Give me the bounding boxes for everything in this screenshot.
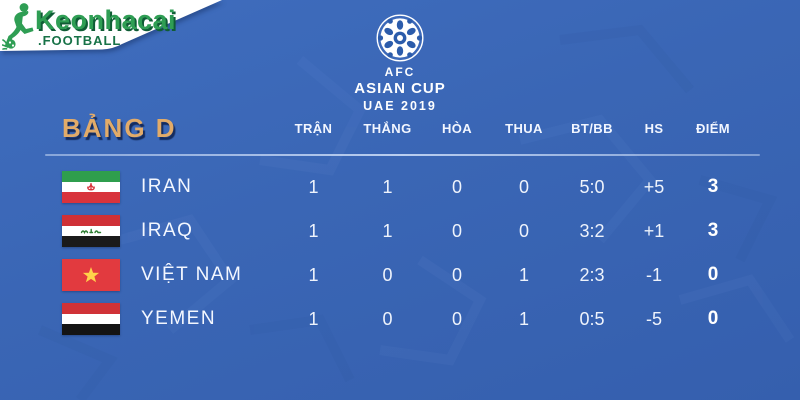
vietnam-flag-icon: [62, 259, 120, 291]
cell-diff: +1: [643, 220, 665, 241]
brand-name: Keonhacai: [35, 5, 177, 35]
cell-points: 3: [707, 176, 719, 197]
cell-diff: -5: [645, 308, 662, 329]
cell-goals: 3:2: [579, 220, 605, 241]
brand-banner: Keonhacai .FOOTBALL: [0, 0, 240, 60]
team-cell: VIỆT NAM: [45, 259, 275, 291]
cell-played: 1: [308, 264, 319, 285]
team-cell: YEMEN: [45, 303, 275, 335]
team-cell: IRAQ: [45, 215, 275, 247]
iraq-flag-icon: [62, 215, 120, 247]
table-row-yemen: YEMEN 1 0 0 1 0:5 -5 0: [45, 297, 760, 341]
tournament-name: ASIAN CUP: [354, 80, 446, 97]
cell-lost: 0: [518, 220, 529, 241]
header-played: TRẬN: [294, 121, 333, 136]
header-won: THẮNG: [363, 121, 412, 136]
cell-goals: 2:3: [579, 264, 605, 285]
header-diff: HS: [644, 121, 664, 136]
header-points: ĐIỂM: [695, 121, 731, 136]
cell-won: 0: [382, 308, 393, 329]
cell-diff: +5: [643, 176, 665, 197]
cell-points: 0: [707, 264, 719, 285]
header-lost: THUA: [505, 121, 543, 136]
team-name: VIỆT NAM: [141, 264, 243, 285]
cell-goals: 5:0: [579, 176, 605, 197]
cell-played: 1: [308, 220, 319, 241]
tournament-org: AFC: [384, 65, 416, 79]
banner-shape: [0, 0, 222, 51]
yemen-flag-icon: [62, 303, 120, 335]
table-body: IRAN 1 1 0 0 5:0 +5 3: [45, 165, 760, 341]
header-separator: [45, 154, 760, 156]
cell-diff: -1: [645, 264, 662, 285]
team-cell: IRAN: [45, 171, 275, 203]
cell-points: 0: [707, 308, 719, 329]
cell-played: 1: [308, 308, 319, 329]
cell-lost: 1: [518, 264, 529, 285]
cell-won: 1: [382, 176, 393, 197]
iran-flag-icon: [62, 171, 120, 203]
cell-drawn: 0: [451, 308, 462, 329]
cell-goals: 0:5: [579, 308, 605, 329]
cell-lost: 0: [518, 176, 529, 197]
brand-suffix: .FOOTBALL: [38, 33, 122, 48]
football-icon: [376, 14, 424, 62]
group-title: BẢNG D: [62, 113, 177, 143]
tournament-edition: UAE 2019: [363, 99, 437, 113]
cell-played: 1: [308, 176, 319, 197]
tournament-logo: AFC ASIAN CUP UAE 2019: [330, 14, 470, 113]
cell-won: 1: [382, 220, 393, 241]
team-name: YEMEN: [141, 308, 217, 329]
table-header-row: BẢNG D TRẬN THẮNG HÒA THUA BT/BB HS ĐIỂM: [45, 105, 760, 152]
team-name: IRAN: [141, 176, 193, 197]
soccer-player-icon: [2, 3, 34, 50]
table-row-iraq: IRAQ 1 1 0 0 3:2 +1 3: [45, 209, 760, 253]
team-name: IRAQ: [141, 220, 194, 241]
table-row-vietnam: VIỆT NAM 1 0 0 1 2:3 -1 0: [45, 253, 760, 297]
cell-points: 3: [707, 220, 719, 241]
standings-table: BẢNG D TRẬN THẮNG HÒA THUA BT/BB HS ĐIỂM: [45, 105, 760, 341]
table-row-iran: IRAN 1 1 0 0 5:0 +5 3: [45, 165, 760, 209]
cell-drawn: 0: [451, 176, 462, 197]
cell-lost: 1: [518, 308, 529, 329]
header-drawn: HÒA: [441, 121, 473, 136]
header-goals: BT/BB: [571, 121, 613, 136]
cell-drawn: 0: [451, 220, 462, 241]
cell-drawn: 0: [451, 264, 462, 285]
cell-won: 0: [382, 264, 393, 285]
